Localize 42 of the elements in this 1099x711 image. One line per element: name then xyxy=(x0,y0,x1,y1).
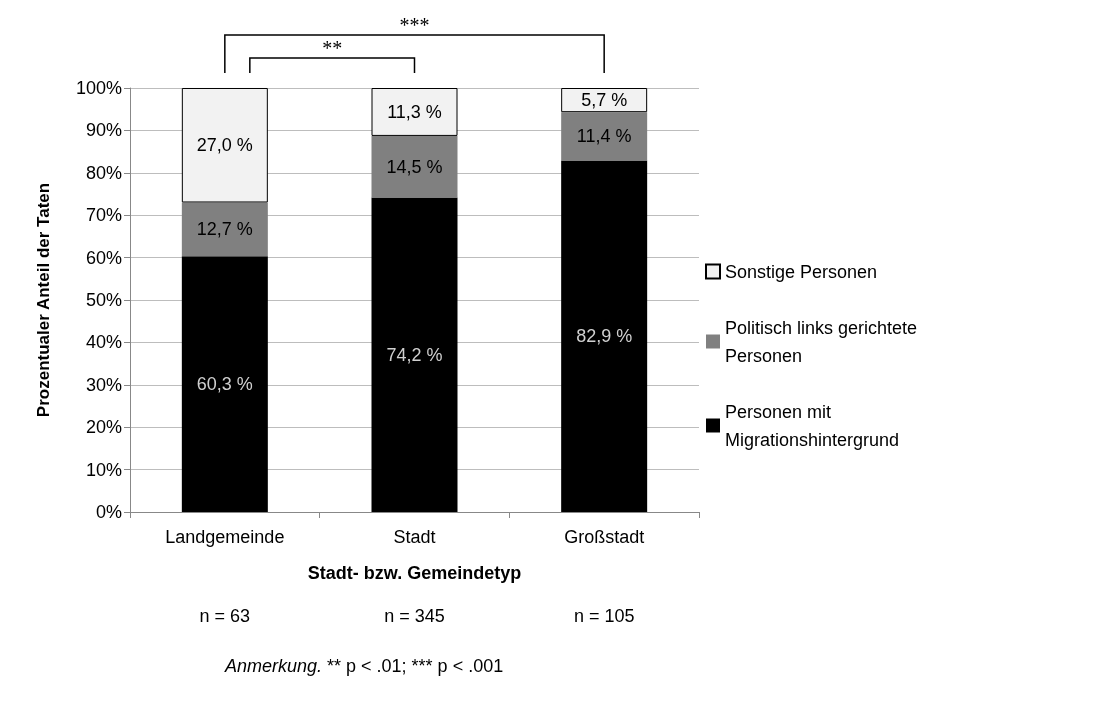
data-label: 60,3 % xyxy=(196,374,253,395)
bar xyxy=(181,256,268,512)
text: n = 345 xyxy=(384,606,445,626)
bar xyxy=(561,112,648,161)
bar xyxy=(371,135,458,198)
y-tick-label: 100% xyxy=(75,78,122,98)
text: ** xyxy=(322,37,343,59)
data-label: 11,4 % xyxy=(576,126,632,147)
y-tick-label: 10% xyxy=(85,459,122,480)
bar xyxy=(181,88,268,203)
bar xyxy=(371,197,458,512)
y-tick-label: 50% xyxy=(85,290,122,310)
text: Anmerkung. ** p < .01; *** p < .001 xyxy=(224,656,504,676)
y-tick-label: 20% xyxy=(85,417,122,438)
x-tick-label: Stadt xyxy=(393,527,436,547)
text: n = 105 xyxy=(573,606,635,626)
data-label: 82,9 % xyxy=(576,326,633,347)
y-axis-title: Prozentualer Anteil der Taten xyxy=(34,182,53,418)
legend-label: Sonstige Personen xyxy=(725,261,878,282)
y-tick-label: 40% xyxy=(85,332,122,353)
x-axis-title: Stadt- bzw. Gemeindetyp xyxy=(307,563,522,583)
y-tick-label: 60% xyxy=(85,247,122,268)
y-tick-label: 0% xyxy=(95,502,122,522)
legend-label: Personen mit Migrationshintergrund xyxy=(725,401,900,450)
bar xyxy=(561,160,648,512)
data-label: 27,0 % xyxy=(196,135,253,156)
bar xyxy=(181,202,268,257)
y-tick-label: 30% xyxy=(85,374,122,395)
data-label: 5,7 % xyxy=(581,90,628,111)
data-label: 12,7 % xyxy=(196,219,253,240)
text: n = 63 xyxy=(199,606,251,626)
data-label: 14,5 % xyxy=(386,156,443,177)
y-tick-label: 80% xyxy=(85,162,122,183)
y-tick-label: 90% xyxy=(85,120,122,141)
x-tick-label: Großstadt xyxy=(564,527,645,547)
bar xyxy=(371,88,458,136)
text: *** xyxy=(399,14,430,36)
data-label: 74,2 % xyxy=(386,344,443,365)
legend-label: Politisch links gerichtete Personen xyxy=(725,317,923,366)
data-label: 11,3 % xyxy=(387,101,442,122)
y-tick-label: 70% xyxy=(85,205,122,226)
x-tick-label: Landgemeinde xyxy=(165,527,285,547)
